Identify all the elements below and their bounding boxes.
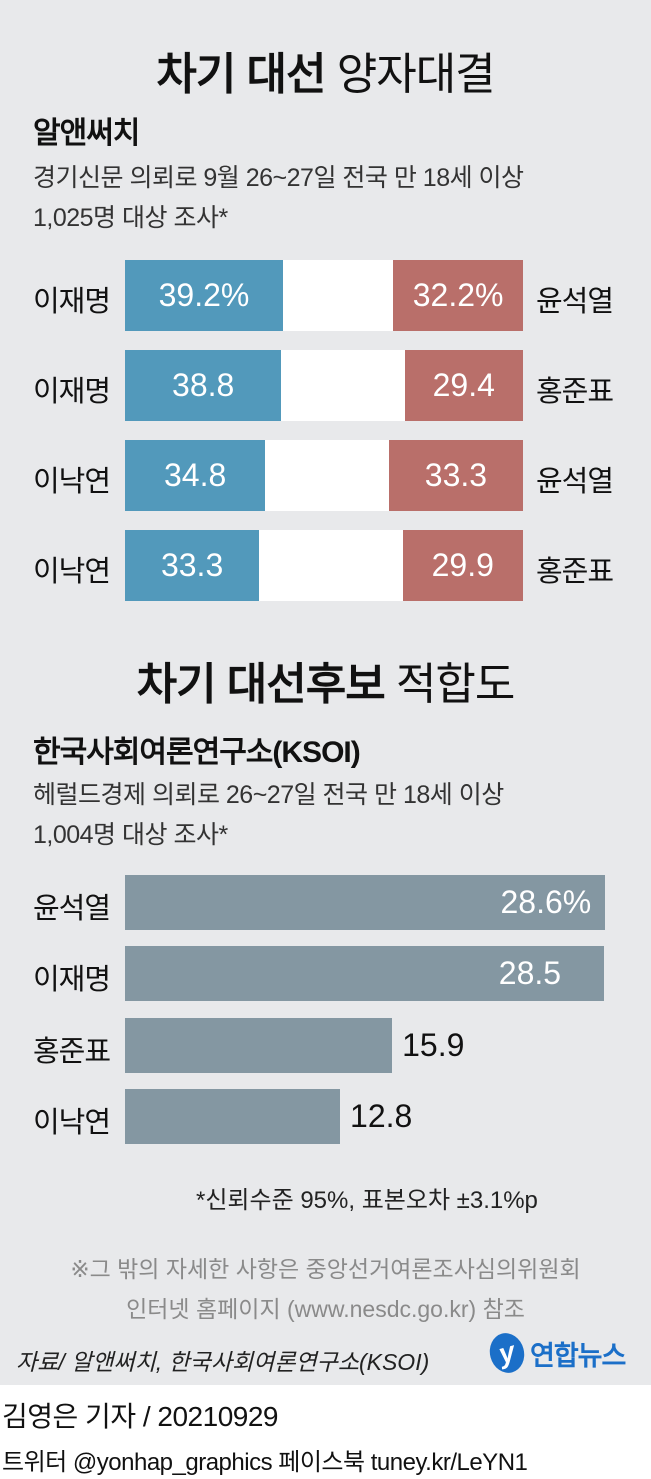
category-label: 이낙연 [33,1107,111,1139]
infographic-panel: 차기 대선 양자대결 알앤써치 경기신문 의뢰로 9월 26~27일 전국 만 … [0,0,651,1385]
value-label: 12.8 [350,1098,413,1134]
category-label: 윤석열 [33,893,111,925]
logo-icon: y [485,1329,529,1377]
chart2-desc-2: 1,004명 대상 조사* [33,821,228,849]
pair-row: 33.3 29.9 [125,530,523,601]
category-label: 홍준표 [33,1036,111,1068]
right-candidate-label: 홍준표 [536,376,614,408]
right-candidate-label: 홍준표 [536,556,614,588]
chart2-desc-1: 헤럴드경제 의뢰로 26~27일 전국 만 18세 이상 [33,781,504,809]
social-links: 트위터 @yonhap_graphics 페이스북 tuney.kr/LeYN1 [2,1449,528,1476]
value-label: 28.6% [500,884,592,920]
chart2-subtitle: 한국사회여론연구소(KSOI) [33,736,361,769]
left-candidate-label: 이낙연 [33,556,111,588]
chart1-desc-2: 1,025명 대상 조사* [33,204,228,232]
pair-row: 38.8 29.4 [125,350,523,421]
chart1-subtitle: 알앤써치 [33,117,140,150]
bar [125,1089,341,1144]
bar [125,1018,393,1073]
right-bar: 32.2% [393,260,523,331]
notice-2: 인터넷 홈페이지 (www.nesdc.go.kr) 참조 [126,1296,525,1322]
value-label: 15.9 [402,1027,465,1063]
right-candidate-label: 윤석열 [536,286,614,318]
left-candidate-label: 이낙연 [33,466,111,498]
category-label: 이재명 [33,964,111,996]
value-label: 28.5 [498,955,562,991]
left-bar: 39.2% [125,260,283,331]
notice-1: ※그 밖의 자세한 사항은 중앙선거여론조사심의위원회 [70,1256,581,1282]
pair-row: 34.8 33.3 [125,440,523,511]
footnote: *신뢰수준 95%, 표본오차 ±3.1%p [196,1187,538,1214]
right-bar: 33.3 [388,440,523,511]
right-candidate-label: 윤석열 [536,466,614,498]
chart1-title: 차기 대선 양자대결 [156,50,495,99]
chart2-title: 차기 대선후보 적합도 [136,660,516,709]
chart1-desc-1: 경기신문 의뢰로 9월 26~27일 전국 만 18세 이상 [33,164,524,192]
byline: 김영은 기자 / 20210929 [2,1401,279,1432]
pair-row: 39.2% 32.2% [125,260,523,331]
right-bar: 29.4 [404,350,523,421]
bar [125,946,604,1001]
yonhap-logo: y 연합뉴스 [485,1329,626,1377]
source: 자료/ 알앤써치, 한국사회여론연구소(KSOI) [16,1349,430,1375]
bar [125,875,606,930]
left-candidate-label: 이재명 [33,286,111,318]
right-bar: 29.9 [402,530,523,601]
left-bar: 34.8 [125,440,266,511]
left-bar: 38.8 [125,350,282,421]
left-candidate-label: 이재명 [33,376,111,408]
left-bar: 33.3 [125,530,260,601]
